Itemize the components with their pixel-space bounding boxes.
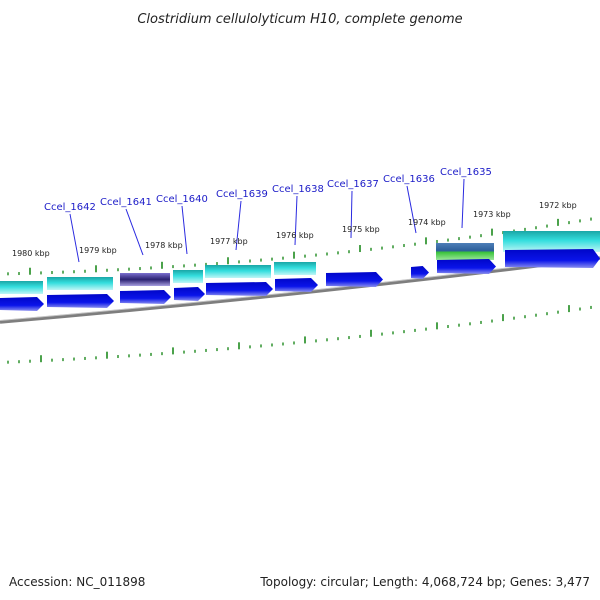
ruler-label-1979: 1979 kbp — [79, 246, 117, 255]
ruler-label-1975: 1975 kbp — [342, 225, 380, 234]
gene-track — [0, 231, 600, 294]
gene-label-ccel-1636[interactable]: Ccel_1636 — [383, 174, 435, 185]
ruler-label-1978: 1978 kbp — [145, 241, 183, 250]
gene-block-ccel-1635 — [436, 243, 494, 260]
leader-line — [181, 205, 188, 255]
gene-label-leaders — [69, 178, 465, 263]
genome-backbone — [0, 256, 600, 324]
cds-arrow — [411, 266, 429, 279]
accession-text: Accession: NC_011898 — [9, 575, 145, 589]
gene-labels: Ccel_1642 Ccel_1641 Ccel_1640 Ccel_1639 … — [44, 167, 492, 213]
outer-tick-marks — [7, 217, 592, 276]
leader-line — [69, 213, 80, 263]
cds-arrow — [275, 278, 318, 292]
leader-line — [461, 178, 465, 229]
genome-summary-text: Topology: circular; Length: 4,068,724 bp… — [259, 575, 590, 589]
gene-label-ccel-1637[interactable]: Ccel_1637 — [327, 179, 379, 190]
gene-label-ccel-1639[interactable]: Ccel_1639 — [216, 189, 268, 200]
gene-label-ccel-1640[interactable]: Ccel_1640 — [156, 194, 208, 205]
cds-arrow — [437, 259, 496, 274]
leader-line — [350, 190, 353, 239]
ruler-label-1980: 1980 kbp — [12, 249, 50, 258]
gene-label-ccel-1638[interactable]: Ccel_1638 — [272, 184, 324, 195]
cds-track — [0, 249, 600, 311]
cds-arrow — [326, 272, 383, 287]
cds-arrow — [505, 249, 600, 268]
ruler-label-1972: 1972 kbp — [539, 201, 577, 210]
map-title: Clostridium cellulolyticum H10, complete… — [137, 12, 462, 27]
gene-block-ccel-1638 — [274, 262, 316, 275]
gene-block-ccel-1639 — [205, 265, 271, 278]
cds-arrow — [47, 294, 114, 308]
cds-arrow — [0, 297, 44, 311]
ruler-label-1976: 1976 kbp — [276, 231, 314, 240]
gene-block — [0, 281, 43, 294]
gene-block-ccel-1640 — [173, 270, 203, 283]
gene-label-ccel-1635[interactable]: Ccel_1635 — [440, 167, 492, 178]
leader-line — [406, 185, 417, 234]
ruler-label-1973: 1973 kbp — [473, 210, 511, 219]
inner-tick-marks — [7, 305, 592, 364]
gene-label-ccel-1641[interactable]: Ccel_1641 — [100, 197, 152, 208]
gene-block — [503, 231, 600, 252]
gene-block — [47, 277, 113, 290]
ruler-label-1977: 1977 kbp — [210, 237, 248, 246]
gene-block-ccel-1641 — [120, 273, 170, 286]
gene-label-ccel-1642[interactable]: Ccel_1642 — [44, 202, 96, 213]
cds-arrow — [174, 287, 205, 301]
cds-arrow — [206, 282, 273, 296]
leader-line — [235, 200, 242, 251]
ruler-labels: 1980 kbp 1979 kbp 1978 kbp 1977 kbp 1976… — [12, 201, 577, 258]
cds-arrow — [120, 290, 171, 304]
leader-line — [294, 195, 298, 246]
ruler-label-1974: 1974 kbp — [408, 218, 446, 227]
leader-line — [125, 208, 144, 256]
